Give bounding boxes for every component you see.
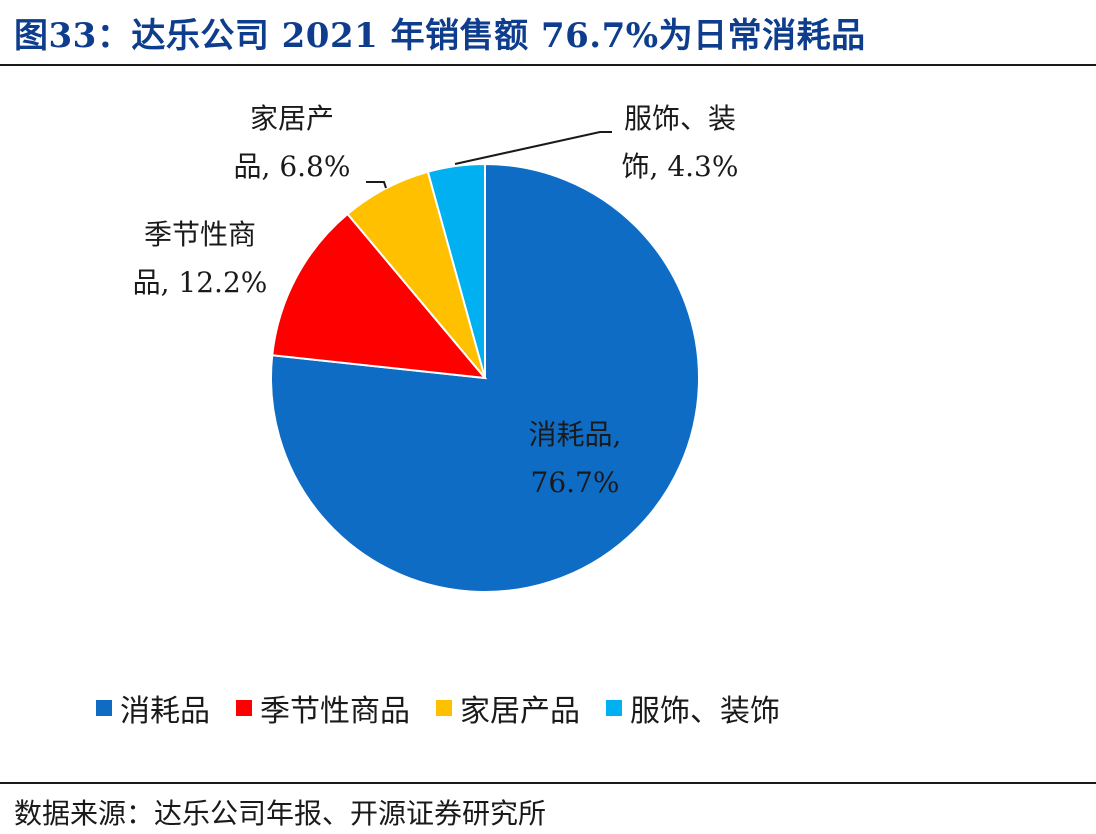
source-note: 数据来源：达乐公司年报、开源证券研究所: [14, 797, 547, 830]
data-label-apparel: 服饰、装饰, 4.3%: [622, 102, 739, 183]
legend-swatch-consumables: [96, 700, 112, 716]
slice-seasonal: [271, 212, 488, 380]
legend-label-apparel: 服饰、装饰: [630, 694, 780, 729]
top-rule: [0, 64, 1096, 66]
leader-line-apparel: [454, 131, 612, 165]
leader-line-home-products: [366, 181, 387, 189]
legend-swatch-apparel: [606, 700, 622, 716]
slice-consumables: [270, 162, 700, 593]
legend-swatch-home-products: [436, 700, 452, 716]
legend-item-consumables: 消耗品: [96, 686, 210, 730]
figure-title: 图33：达乐公司 2021 年销售额 76.7%为日常消耗品: [14, 16, 866, 56]
legend-label-consumables: 消耗品: [120, 694, 210, 729]
legend-label-seasonal: 季节性商品: [260, 694, 410, 729]
data-label-seasonal: 季节性商品, 12.2%: [133, 218, 268, 299]
bottom-rule: [0, 782, 1096, 784]
legend-label-home-products: 家居产品: [460, 694, 580, 729]
data-label-home-products: 家居产品, 6.8%: [234, 102, 351, 183]
data-label-consumables: 消耗品, 76.7%: [529, 418, 622, 499]
legend: 消耗品 季节性商品 家居产品 服饰、装饰: [96, 686, 780, 730]
legend-item-apparel: 服饰、装饰: [606, 686, 780, 730]
pie-chart: 消耗品, 76.7% 季节性商品, 12.2% 家居产品, 6.8% 服饰、装饰, 4.…: [133, 102, 739, 593]
legend-item-home-products: 家居产品: [436, 686, 580, 730]
legend-swatch-seasonal: [236, 700, 252, 716]
legend-item-seasonal: 季节性商品: [236, 686, 410, 730]
slice-apparel: [426, 162, 486, 379]
